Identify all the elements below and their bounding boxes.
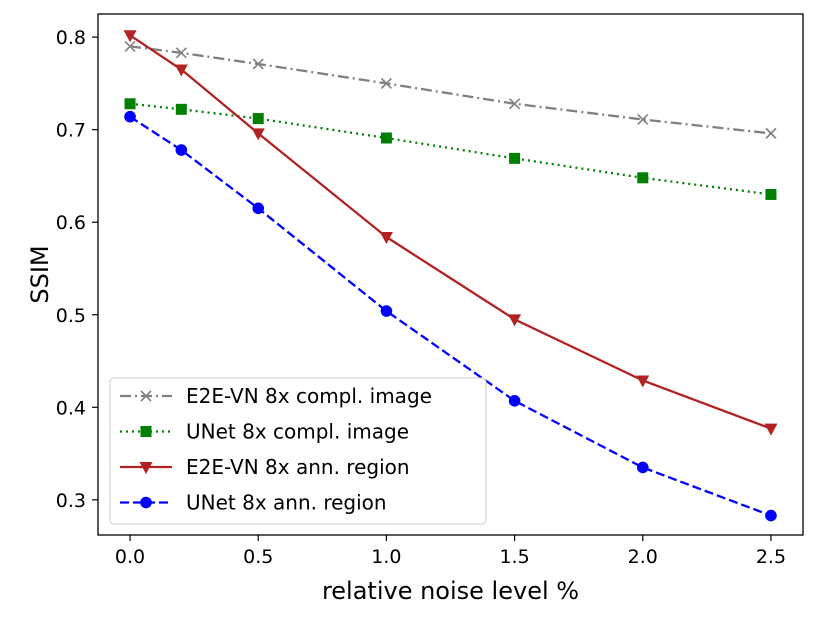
legend-item: UNet 8x ann. region xyxy=(120,491,387,515)
legend-label: UNet 8x compl. image xyxy=(186,420,409,444)
data-point xyxy=(765,127,777,139)
legend-label: UNet 8x ann. region xyxy=(186,491,387,515)
data-point xyxy=(509,98,521,110)
y-tick-label: 0.8 xyxy=(56,27,86,49)
y-tick-label: 0.6 xyxy=(56,212,86,234)
x-tick-label: 0.5 xyxy=(243,546,273,568)
data-point xyxy=(380,77,392,89)
series-2 xyxy=(123,30,778,436)
legend-marker xyxy=(139,462,153,474)
x-tick-label: 0.0 xyxy=(115,546,145,568)
ticks-layer: 0.0 0.5 1.0 1.5 2.0 2.5 0.3 0.4 0.5 0.6 0.7 0.8 xyxy=(56,27,786,568)
data-point xyxy=(174,64,188,77)
series-3 xyxy=(124,110,777,522)
x-tick-label: 1.5 xyxy=(499,546,529,568)
data-point xyxy=(764,423,778,436)
x-tick-label: 1.0 xyxy=(371,546,401,568)
data-point xyxy=(175,144,188,156)
data-point xyxy=(252,113,264,125)
data-point xyxy=(508,314,522,327)
legend-item: UNet 8x compl. image xyxy=(120,420,409,444)
legend-marker xyxy=(140,496,152,509)
data-point xyxy=(509,152,521,164)
y-tick-label: 0.4 xyxy=(56,397,86,419)
data-point xyxy=(175,103,187,115)
legend-item: E2E-VN 8x ann. region xyxy=(120,455,410,479)
data-point xyxy=(252,58,264,70)
x-tick-label: 2.5 xyxy=(756,546,786,568)
data-point xyxy=(252,202,265,215)
data-point xyxy=(124,110,136,123)
legend-marker xyxy=(140,390,152,402)
series-1 xyxy=(124,98,777,200)
x-tick-label: 2.0 xyxy=(628,546,658,568)
axes-frame xyxy=(97,13,804,536)
legend-item: E2E-VN 8x compl. image xyxy=(120,384,432,408)
y-tick-label: 0.3 xyxy=(56,490,86,512)
data-point xyxy=(124,40,136,52)
data-point xyxy=(123,30,137,43)
legend-marker xyxy=(140,426,152,437)
data-point xyxy=(380,305,393,317)
data-point xyxy=(175,47,187,59)
data-point xyxy=(380,132,392,144)
data-point xyxy=(637,172,649,184)
legend-label: E2E-VN 8x compl. image xyxy=(186,384,432,408)
y-tick-label: 0.5 xyxy=(56,305,86,327)
data-point xyxy=(765,509,777,522)
legend-box xyxy=(109,377,487,525)
y-axis-label: SSIM xyxy=(26,245,54,303)
x-axis-label: relative noise level % xyxy=(322,577,579,605)
data-point xyxy=(636,375,650,388)
legend-label: E2E-VN 8x ann. region xyxy=(186,455,410,479)
data-point xyxy=(379,232,393,245)
data-point xyxy=(508,395,521,407)
data-point xyxy=(637,113,649,126)
data-point xyxy=(765,188,777,200)
series-layer xyxy=(123,30,778,522)
data-point xyxy=(251,128,265,141)
y-tick-label: 0.7 xyxy=(56,120,86,142)
series-0 xyxy=(124,40,777,139)
data-point xyxy=(124,98,136,110)
data-point xyxy=(636,461,649,474)
legend: E2E-VN 8x compl. image UNet 8x compl. ima… xyxy=(109,377,487,525)
